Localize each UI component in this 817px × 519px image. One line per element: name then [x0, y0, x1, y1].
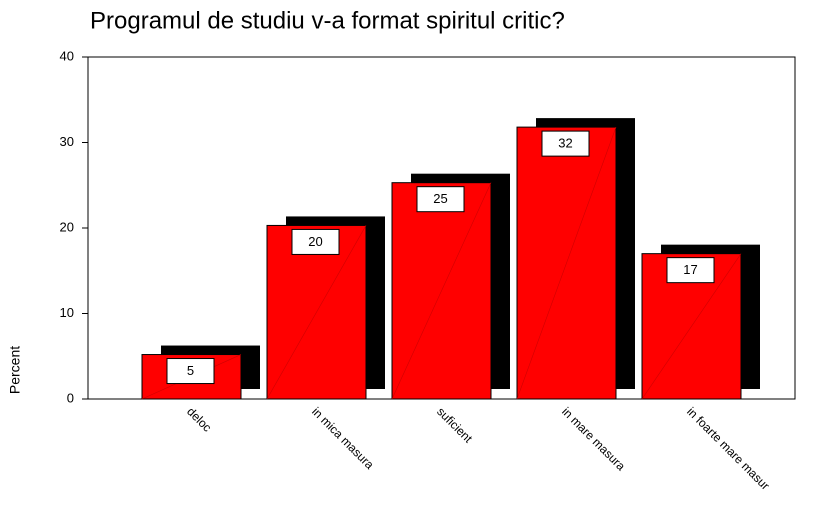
x-tick-label: suficient: [434, 404, 475, 445]
bar-shading: [266, 225, 367, 400]
x-tick-label: in foarte mare masur: [684, 404, 772, 492]
x-tick-label: in mica masura: [309, 404, 377, 472]
bar-shading: [641, 253, 742, 400]
value-label-box: [541, 130, 590, 157]
y-axis-label: Percent: [7, 346, 23, 394]
chart-title: Programul de studiu v-a format spiritul …: [90, 7, 565, 34]
bar-shading: [391, 182, 492, 400]
value-label-box: [666, 257, 715, 284]
y-tick-label: 0: [67, 390, 74, 405]
value-label: 5: [187, 363, 194, 378]
value-label: 20: [308, 234, 322, 249]
bar-shading: [516, 127, 617, 400]
value-label: 17: [683, 262, 697, 277]
x-tick-label: deloc: [184, 404, 214, 434]
x-tick-label: in mare masura: [559, 404, 628, 473]
value-label: 32: [558, 136, 572, 151]
y-tick-label: 20: [60, 219, 74, 234]
value-label-box: [291, 228, 340, 255]
value-label-box: [416, 186, 465, 213]
value-label: 25: [433, 191, 447, 206]
y-tick-label: 30: [60, 134, 74, 149]
y-tick-label: 10: [60, 305, 74, 320]
y-tick-label: 40: [60, 48, 74, 63]
value-label-box: [166, 358, 215, 385]
